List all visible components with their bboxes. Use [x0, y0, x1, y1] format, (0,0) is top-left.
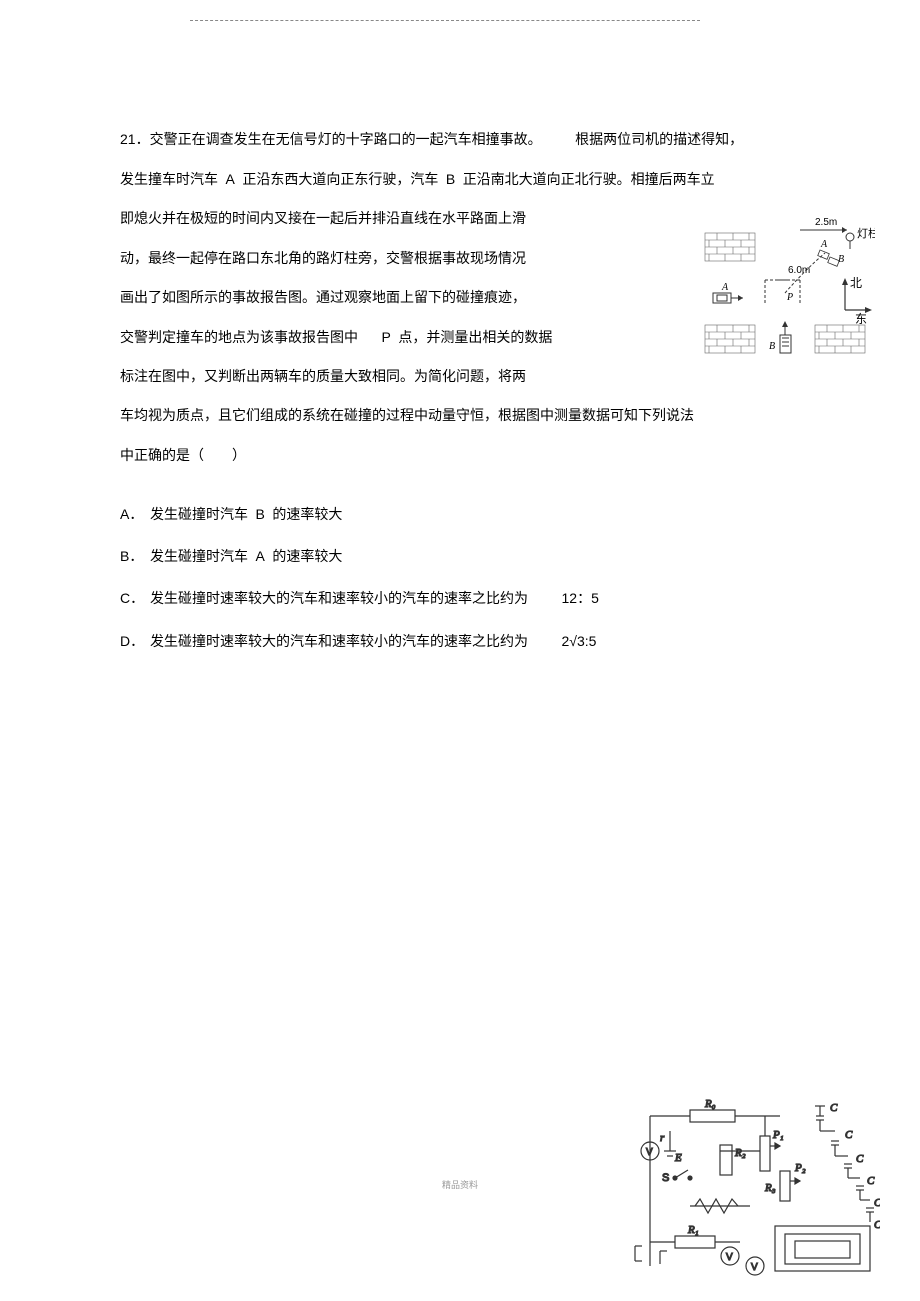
- opt-b-tb: 的速率较大: [272, 550, 342, 565]
- question-line-7: 标注在图中，又判断出两辆车的质量大致相同。为简化问题，将两: [120, 358, 590, 397]
- option-d: D． 发生碰撞时速率较大的汽车和速率较小的汽车的速率之比约为 2√3:5: [120, 623, 800, 661]
- footer-text: 精品资料: [442, 1178, 478, 1191]
- option-a: A． 发生碰撞时汽车 B 的速率较大: [120, 496, 800, 534]
- option-b-label: B．: [120, 538, 150, 574]
- question-content: 21．交警正在调查发生在无信号灯的十字路口的一起汽车相撞事故。 根据两位司机的描…: [120, 120, 800, 661]
- accident-diagram: 2.5m 灯柱 A B 6.0m P A: [695, 215, 875, 375]
- east-label: 东: [855, 312, 867, 326]
- question-line-4: 动，最终一起停在路口东北角的路灯柱旁，交警根据事故现场情况: [120, 240, 590, 279]
- option-b-text: 发生碰撞时汽车 A 的速率较大: [150, 538, 800, 576]
- svg-text:C: C: [830, 1102, 838, 1114]
- svg-text:V: V: [726, 1252, 733, 1263]
- north-label: 北: [850, 276, 862, 290]
- svg-text:V: V: [751, 1262, 758, 1273]
- opt-c-t: 发生碰撞时速率较大的汽车和速率较小的汽车的速率之比约为: [150, 592, 528, 607]
- option-d-text: 发生碰撞时速率较大的汽车和速率较小的汽车的速率之比约为 2√3:5: [150, 623, 800, 661]
- car-b-fig-label: B: [769, 341, 775, 352]
- q-text-6a: 交警判定撞车的地点为该事故报告图中: [120, 331, 358, 346]
- opt-d-t: 发生碰撞时速率较大的汽车和速率较小的汽车的速率之比约为: [150, 635, 528, 650]
- q-text-6b: 点，并测量出相关的数据: [398, 331, 552, 346]
- question-line-9: 中正确的是（ ）: [120, 437, 800, 476]
- q-text-1b: 根据两位司机的描述得知，: [575, 133, 743, 148]
- svg-text:S: S: [662, 1172, 669, 1184]
- q-text-2b: 正沿东西大道向正东行驶，汽车: [242, 173, 438, 188]
- svg-text:r: r: [660, 1132, 665, 1144]
- question-number: 21．: [120, 131, 150, 147]
- svg-text:E: E: [674, 1152, 682, 1164]
- svg-text:C: C: [874, 1197, 880, 1209]
- svg-text:R₀: R₀: [704, 1098, 716, 1110]
- opt-a-tb: 的速率较大: [272, 508, 342, 523]
- question-line-8: 车均视为质点，且它们组成的系统在碰撞的过程中动量守恒，根据图中测量数据可知下列说…: [120, 397, 800, 436]
- p-label: P: [786, 292, 793, 303]
- opt-b-ta: 发生碰撞时汽车: [150, 550, 248, 565]
- question-line-5: 画出了如图所示的事故报告图。通过观察地面上留下的碰撞痕迹，: [120, 279, 590, 318]
- opt-d-ratio: 2√3:5: [562, 633, 597, 649]
- option-b: B． 发生碰撞时汽车 A 的速率较大: [120, 538, 800, 576]
- question-line-1: 21．交警正在调查发生在无信号灯的十字路口的一起汽车相撞事故。 根据两位司机的描…: [120, 120, 800, 160]
- a-prime-label: A: [820, 239, 828, 250]
- svg-text:P₁: P₁: [772, 1129, 784, 1141]
- circuit-diagram: R₀ P₁ R₂ r E V S: [620, 1096, 880, 1276]
- question-line-6: 交警判定撞车的地点为该事故报告图中 P 点，并测量出相关的数据: [120, 318, 620, 358]
- option-d-label: D．: [120, 623, 150, 659]
- car-a-fig-label: A: [721, 282, 729, 293]
- svg-text:R₁: R₁: [687, 1224, 699, 1236]
- option-a-label: A．: [120, 496, 150, 532]
- opt-a-car: B: [256, 506, 265, 522]
- svg-text:C: C: [867, 1175, 875, 1187]
- dist-side-label: 6.0m: [788, 265, 810, 276]
- q-text-1a: 交警正在调查发生在无信号灯的十字路口的一起汽车相撞事故。: [150, 133, 542, 148]
- option-c: C． 发生碰撞时速率较大的汽车和速率较小的汽车的速率之比约为 12：5: [120, 580, 800, 618]
- svg-text:C: C: [874, 1219, 880, 1231]
- q-text-2a: 发生撞车时汽车: [120, 173, 218, 188]
- svg-text:C: C: [845, 1129, 853, 1141]
- svg-text:C: C: [856, 1153, 864, 1165]
- opt-a-ta: 发生碰撞时汽车: [150, 508, 248, 523]
- car-a-label: A: [226, 171, 235, 187]
- opt-c-ratio: 12：5: [562, 590, 599, 606]
- option-c-text: 发生碰撞时速率较大的汽车和速率较小的汽车的速率之比约为 12：5: [150, 580, 800, 618]
- b-prime-label: B: [838, 254, 844, 265]
- q-text-2c: 正沿南北大道向正北行驶。相撞后两车立: [463, 173, 715, 188]
- option-a-text: 发生碰撞时汽车 B 的速率较大: [150, 496, 800, 534]
- svg-text:R₂: R₂: [734, 1147, 746, 1159]
- lamp-label: 灯柱: [857, 226, 875, 240]
- opt-b-car: A: [256, 548, 265, 564]
- dist-top-label: 2.5m: [815, 217, 837, 228]
- point-p-label: P: [382, 329, 391, 345]
- svg-text:R₃: R₃: [764, 1182, 776, 1194]
- option-c-label: C．: [120, 580, 150, 616]
- question-line-2: 发生撞车时汽车 A 正沿东西大道向正东行驶，汽车 B 正沿南北大道向正北行驶。相…: [120, 160, 800, 200]
- question-line-3: 即熄火并在极短的时间内叉接在一起后并排沿直线在水平路面上滑: [120, 200, 590, 239]
- svg-text:V: V: [646, 1147, 653, 1158]
- svg-text:P₂: P₂: [794, 1162, 806, 1174]
- car-b-label: B: [446, 171, 455, 187]
- options-block: A． 发生碰撞时汽车 B 的速率较大 B． 发生碰撞时汽车 A 的速率较大 C．…: [120, 496, 800, 662]
- top-rule: [190, 20, 700, 21]
